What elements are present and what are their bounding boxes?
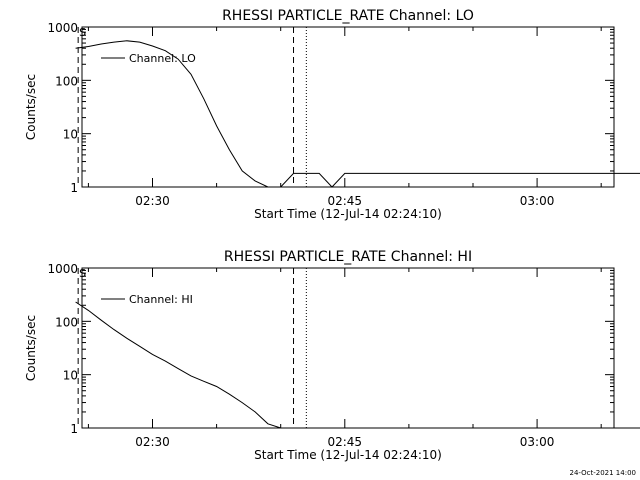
chart-title: RHESSI PARTICLE_RATE Channel: LO	[222, 8, 474, 24]
plot-frame	[81, 267, 615, 429]
y-axis-label: Counts/sec	[24, 315, 38, 381]
x-tick-label: 03:00	[520, 435, 555, 449]
event-marker-label: S	[79, 267, 86, 280]
x-tick-label: 02:30	[135, 435, 170, 449]
x-tick-label: 03:00	[520, 194, 555, 208]
series-line	[75, 301, 640, 429]
panel-hi: RHESSI PARTICLE_RATE Channel: HI 1 10 100 10…	[24, 249, 640, 462]
legend-label: Channel: LO	[129, 52, 196, 65]
x-tick-label: 02:30	[135, 194, 170, 208]
x-tick-label: 02:45	[327, 194, 362, 208]
y-axis-label: Counts/sec	[24, 74, 38, 140]
y-tick-label: 100	[55, 315, 78, 329]
series-line	[75, 40, 640, 188]
y-tick-label: 1000	[47, 21, 78, 35]
y-tick-label: 10	[63, 128, 78, 142]
event-marker-label: S	[79, 26, 86, 39]
y-tick-label: 1000	[47, 262, 78, 276]
panel-lo: RHESSI PARTICLE_RATE Channel: LO 1 10 100 10…	[24, 8, 640, 221]
legend-label: Channel: HI	[129, 293, 193, 306]
x-axis-label: Start Time (12-Jul-14 02:24:10)	[254, 207, 442, 221]
x-tick-label: 02:45	[327, 435, 362, 449]
chart-title: RHESSI PARTICLE_RATE Channel: HI	[224, 249, 472, 265]
x-axis-label: Start Time (12-Jul-14 02:24:10)	[254, 448, 442, 462]
plot-frame	[81, 26, 615, 188]
y-tick-label: 1	[70, 422, 78, 436]
y-tick-label: 10	[63, 369, 78, 383]
footer-timestamp: 24-Oct-2021 14:00	[570, 469, 636, 477]
y-tick-label: 1	[70, 181, 78, 195]
y-tick-label: 100	[55, 74, 78, 88]
